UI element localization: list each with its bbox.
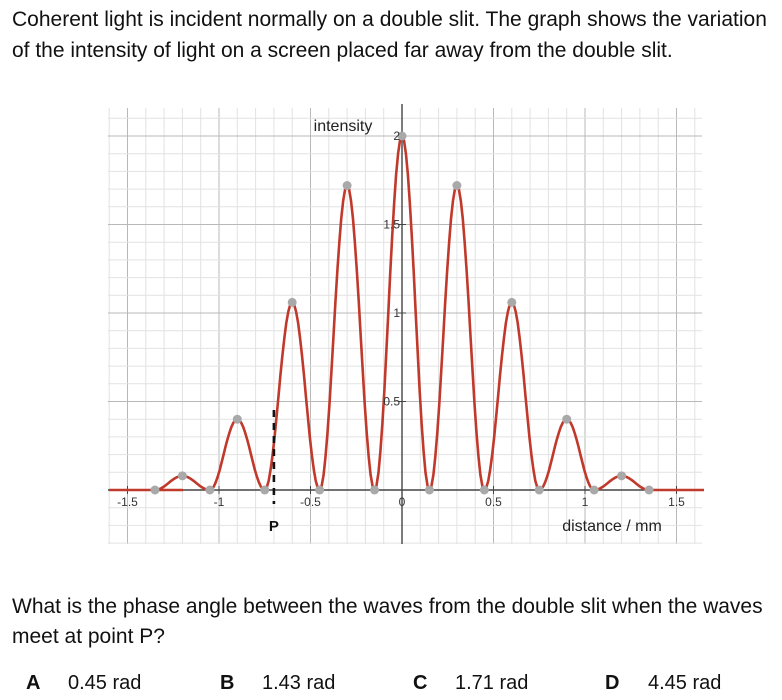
x-tick-label: -1.5: [117, 495, 138, 509]
maximum-point: [232, 414, 242, 424]
x-tick-label: 1: [582, 495, 589, 509]
minimum-point: [479, 485, 489, 495]
axis-labels: -1.5 -1 -0.5 0 0.5 1 1.5 0.5 1 1.5 2: [117, 129, 685, 509]
y-tick-label: 1: [393, 306, 400, 320]
maximum-point: [507, 297, 517, 307]
minimum-point: [534, 485, 544, 495]
y-tick-label: 0.5: [383, 395, 400, 409]
maximum-point: [177, 471, 187, 481]
y-tick-label: 2: [393, 129, 400, 143]
maximum-point: [452, 181, 462, 191]
minimum-point: [205, 485, 215, 495]
y-tick-label: 1.5: [383, 218, 400, 232]
option-d-text: 4.45 rad: [648, 672, 722, 694]
maximum-point: [397, 131, 407, 141]
x-axis-label: distance / mm: [562, 518, 662, 535]
option-b-text: 1.43 rad: [262, 672, 336, 694]
x-tick-label: 0: [399, 495, 406, 509]
minimum-point: [644, 485, 654, 495]
minimum-point: [150, 485, 160, 495]
option-c-letter: C: [413, 672, 428, 694]
minimum-point: [315, 485, 325, 495]
graph-grid: [108, 108, 702, 544]
maximum-point: [342, 181, 352, 191]
maximum-point: [617, 471, 627, 481]
x-tick-label: -1: [214, 495, 225, 509]
x-tick-label: 1.5: [668, 495, 685, 509]
option-b-letter: B: [220, 672, 235, 694]
minimum-point: [370, 485, 380, 495]
minimum-point: [424, 485, 434, 495]
option-a-letter: A: [26, 672, 41, 694]
question-intro: Coherent light is incident normally on a…: [12, 8, 767, 62]
point-p-label: P: [269, 518, 279, 535]
x-tick-label: 0.5: [485, 495, 502, 509]
curve-points: [150, 131, 654, 495]
y-axis-label: intensity: [314, 118, 373, 135]
x-tick-label: -0.5: [300, 495, 321, 509]
maximum-point: [287, 297, 297, 307]
minimum-point: [260, 485, 270, 495]
minimum-point: [589, 485, 599, 495]
option-a-text: 0.45 rad: [68, 672, 142, 694]
maximum-point: [562, 414, 572, 424]
option-c-text: 1.71 rad: [455, 672, 529, 694]
question-prompt: What is the phase angle between the wave…: [12, 595, 763, 648]
option-d-letter: D: [605, 672, 620, 694]
